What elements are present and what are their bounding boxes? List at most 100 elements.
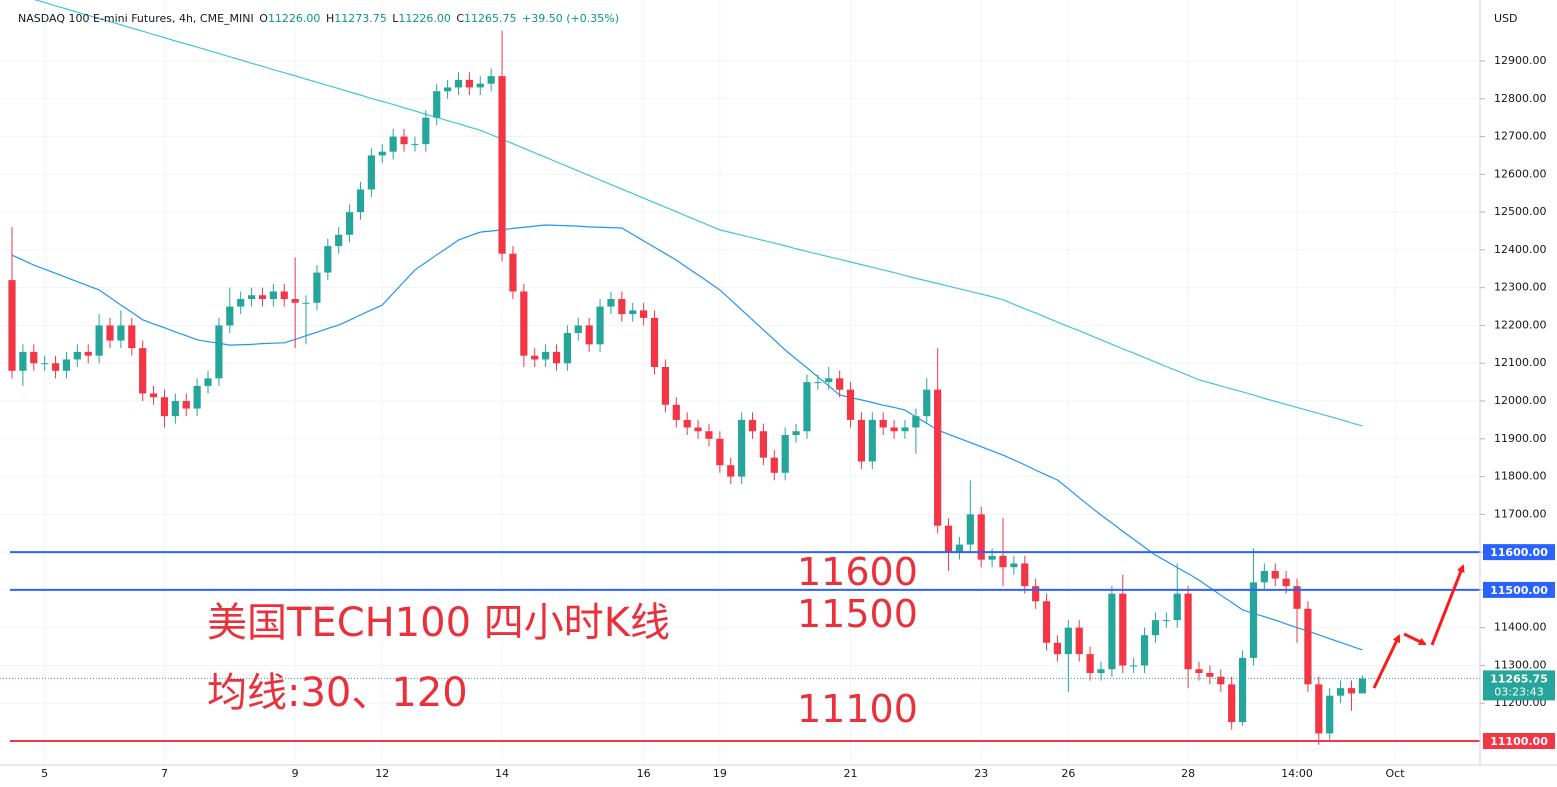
candle-body [629, 310, 637, 315]
candle-body [509, 253, 517, 292]
change: +39.50 (+0.35%) [522, 12, 619, 25]
candle-body [106, 325, 114, 341]
y-tick-label: 12900.00 [1494, 54, 1547, 67]
candle-body [640, 310, 648, 318]
candle-body [1130, 665, 1138, 667]
candle-body [324, 246, 332, 273]
candle-body [650, 317, 659, 368]
candle-body [237, 299, 245, 307]
candle-body [454, 79, 463, 88]
candle-body [215, 325, 223, 379]
x-tick-label: 7 [161, 767, 168, 780]
candle-body [1293, 586, 1301, 609]
candle-body [345, 212, 354, 235]
candle-body [193, 385, 201, 409]
candle-body [781, 435, 789, 473]
y-tick-label: 11900.00 [1494, 432, 1547, 445]
candle-body [1173, 593, 1181, 621]
candle-body [901, 427, 909, 432]
candle-body [563, 333, 571, 364]
candle-body [857, 419, 866, 462]
candle-body [520, 291, 528, 356]
moving-average-line [11, 224, 1363, 651]
y-tick-label: 11400.00 [1494, 621, 1547, 634]
currency-label: USD [1494, 12, 1518, 25]
y-tick-label: 12600.00 [1494, 167, 1547, 180]
candle-body [51, 363, 60, 371]
candle-body [846, 389, 855, 420]
candle-body [1282, 578, 1290, 587]
ohlc-value: 11226.00 [268, 12, 321, 25]
x-tick-label: 26 [1061, 767, 1075, 780]
candle-body [988, 555, 996, 560]
candle-body [1358, 678, 1366, 694]
candle-body [247, 295, 256, 300]
candle-body [1097, 669, 1105, 674]
candle-body [705, 431, 713, 439]
candle-body [171, 401, 179, 417]
candle-body [1119, 593, 1127, 666]
y-tick-label: 11300.00 [1494, 658, 1547, 671]
candle-body [727, 465, 735, 477]
candle-body [1304, 608, 1312, 685]
candle-body [1271, 571, 1279, 579]
annotation: 11600 [797, 550, 918, 594]
price-lines [0, 551, 1480, 743]
candle-body [955, 544, 964, 553]
candle-body [1315, 684, 1323, 734]
candle-body [73, 351, 81, 360]
candle-body [966, 514, 974, 545]
last-price-label-bg [1483, 670, 1555, 701]
arrow [1403, 632, 1427, 646]
candle-body [258, 295, 267, 300]
y-tick-label: 12400.00 [1494, 243, 1547, 256]
candle-body [879, 419, 887, 428]
x-tick-label: 28 [1181, 767, 1195, 780]
ohlc-key: H [326, 12, 334, 25]
candle-body [1347, 688, 1356, 694]
candle-body [1195, 669, 1203, 674]
candle-body [977, 514, 985, 560]
ohlc-value: 11273.75 [334, 12, 387, 25]
y-tick-label: 12300.00 [1494, 281, 1547, 294]
candle-body [683, 419, 691, 428]
candle-body [1086, 654, 1094, 674]
x-tick-label: 14:00 [1281, 767, 1313, 780]
candle-body [226, 306, 234, 326]
annotation-subtitle: 均线:30、120 [207, 670, 468, 716]
y-tick-label: 11800.00 [1494, 470, 1547, 483]
candle-body [1140, 635, 1149, 666]
candle-body [422, 117, 430, 145]
x-tick-label: Oct [1386, 767, 1406, 780]
candle-body [400, 136, 408, 145]
y-tick-label: 12100.00 [1494, 356, 1547, 369]
candle-body [759, 431, 768, 458]
ohlc-key: L [392, 12, 399, 25]
candle-body [335, 234, 343, 247]
ohlc-value: 11265.75 [464, 12, 517, 25]
ohlc-key: O [259, 12, 268, 25]
x-tick-label: 23 [974, 767, 988, 780]
candle-body [1249, 582, 1258, 658]
price-line-label: 11100.00 [1490, 735, 1548, 748]
candle-body [30, 351, 38, 364]
candle-body [803, 382, 811, 432]
candle-body [411, 144, 419, 146]
candle-body [825, 378, 833, 383]
candle-body [1238, 657, 1247, 723]
candle-body [139, 348, 147, 394]
countdown-label: 03:23:43 [1494, 685, 1543, 698]
candle-body [1021, 563, 1029, 587]
candle-body [596, 306, 604, 345]
candle-body [1326, 695, 1334, 734]
y-tick-label: 12500.00 [1494, 205, 1547, 218]
moving-average-line [33, 0, 1363, 427]
candle-body [41, 363, 49, 365]
candle-body [792, 431, 800, 436]
price-line-label-bg [1483, 581, 1555, 598]
candle-body [1032, 586, 1040, 602]
grid [0, 0, 1480, 765]
candle-body [890, 427, 898, 432]
candle-body [117, 325, 125, 341]
x-tick-label: 5 [41, 767, 48, 780]
